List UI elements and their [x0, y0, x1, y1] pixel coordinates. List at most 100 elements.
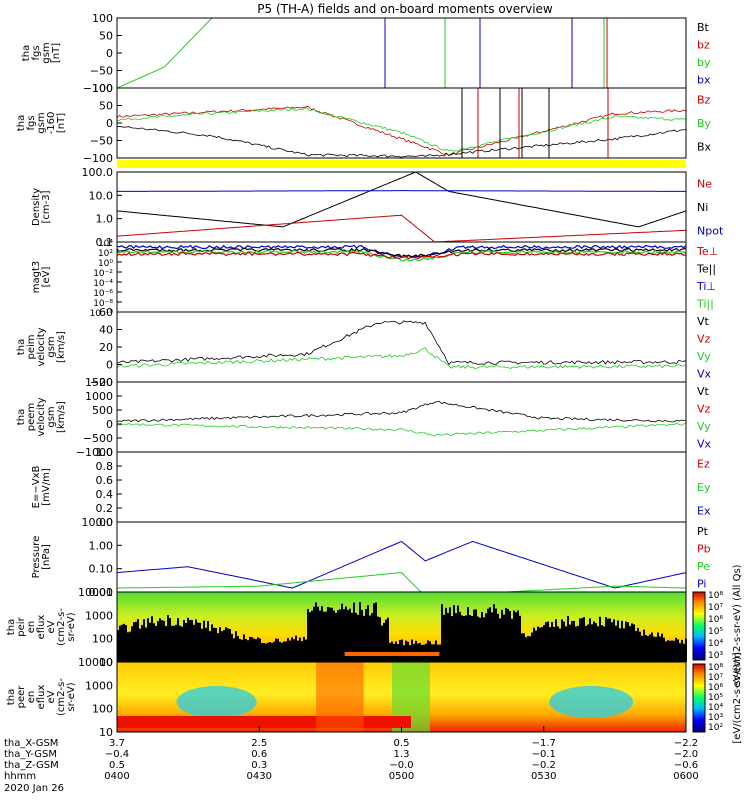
spectro-low-cell [253, 638, 255, 662]
spectro-low-cell [361, 609, 363, 662]
spectro-low-cell [497, 613, 499, 662]
spectro-low-cell [527, 636, 529, 662]
spectro-low-cell [583, 617, 585, 662]
panel-peer: 10000 1000 100 10 tha peer en eflux eV (cm2-s-sr-… [6, 656, 122, 739]
spectro-low-cell [231, 633, 233, 662]
spectro-low-cell [447, 612, 449, 662]
spectro-low-cell [157, 621, 159, 662]
panel-fgs: 100 50 0 −50 −100 tha fgs gsm [nT] Bt bz by bx [21, 12, 711, 95]
y-tick-label: 1000 [85, 609, 113, 622]
legend-entry: Vy [697, 350, 711, 363]
spectro-low-cell [675, 637, 677, 662]
spectro-low-cell [535, 630, 537, 662]
spectro-low-cell [681, 639, 683, 662]
y-axis-label-line: [nPa] [41, 544, 52, 570]
y-axis-label-line: tha [6, 619, 17, 635]
spectro-low-cell [565, 626, 567, 662]
colorbar-gradient [692, 663, 706, 733]
spectro-low-cell [117, 630, 119, 662]
spectro-low-cell [169, 618, 171, 662]
spectro-low-cell [627, 622, 629, 662]
y-tick-label: −500 [83, 432, 113, 445]
y-axis-label: tha fgs gsm [nT] [21, 42, 62, 63]
y-tick-label: 0.01 [89, 586, 114, 599]
spectro-low-cell [295, 635, 297, 662]
spectro-low-cell [607, 618, 609, 662]
spectro-low-cell [127, 632, 129, 662]
y-tick-label: 100 [92, 633, 113, 646]
spectro-low-cell [283, 641, 285, 662]
y-tick-label: −100 [83, 152, 113, 165]
y-axis-label-line: [km/s] [56, 401, 67, 433]
y-tick-label: 100 [92, 12, 113, 25]
x-row-value: 0400 [104, 771, 129, 782]
spectro-low-cell [593, 621, 595, 662]
spectro-low-cell [539, 627, 541, 662]
spectro-low-cell [629, 626, 631, 662]
spectro-low-cell [171, 625, 173, 662]
spectro-low-cell [265, 643, 267, 662]
spectro-low-cell [457, 605, 459, 662]
y-tick-label: 0 [106, 418, 113, 431]
temp-trace [116, 247, 686, 258]
series-group-veli [116, 320, 687, 370]
y-tick-label: 1.0 [96, 213, 114, 226]
spectro-low-cell [203, 620, 205, 662]
spectro-low-cell [325, 611, 327, 662]
spectro-low-cell [509, 611, 511, 662]
spectro-low-cell [151, 616, 153, 662]
spectro-low-cell [241, 639, 243, 662]
panel-pressure: 10.00 1.00 0.10 0.01 Pressure [nPa] Pt Pb Pe Pi [31, 516, 711, 599]
spectro-low-cell [291, 637, 293, 662]
spectro-low-cell [499, 618, 501, 662]
spectro-low-cell [391, 641, 393, 662]
y-tick-label: 10⁻⁴ [93, 279, 113, 289]
spectro-low-cell [613, 619, 615, 662]
spectro-low-cell [603, 626, 605, 662]
y-tick-label: −1000 [76, 446, 113, 459]
spectro-low-cell [223, 630, 225, 662]
spectro-low-cell [659, 636, 661, 662]
spectro-low-cell [129, 631, 131, 662]
x-row-value: 0.3 [251, 760, 267, 771]
spectro-low-cell [221, 631, 223, 662]
y-tick-label: 10⁴ [98, 239, 113, 249]
spectro-low-cell [317, 606, 319, 662]
y-tick-label: 10000 [78, 656, 113, 669]
spectro-low-cell [395, 641, 397, 662]
series-group-density [116, 171, 687, 243]
y-axis-label-line: sr-eV) [66, 682, 77, 711]
legend-entry: Te⊥ [696, 245, 718, 258]
spectro-low-cell [667, 640, 669, 662]
spectro-low-cell [519, 615, 521, 662]
spectro-low-cell [209, 631, 211, 662]
spectro-low-cell [131, 626, 133, 662]
y-tick-label: 10000 [78, 586, 113, 599]
spectro-low-cell [315, 602, 317, 662]
series-fgs-by [116, 17, 213, 89]
x-row-value: −0.1 [532, 749, 556, 760]
legend-entry: bx [697, 73, 711, 86]
legend-entry: Ey [697, 481, 711, 494]
panel-peir: 10000 1000 100 10 tha peir en eflux eV (cm2-s-sr-… [6, 586, 122, 669]
spectro-low-cell [523, 633, 525, 662]
spectro-low-cell [345, 606, 347, 662]
y-tick-label: 0.6 [96, 474, 114, 487]
spectro-low-cell [521, 633, 523, 662]
spectro-low-cell [375, 602, 377, 662]
spectro-low-cell [441, 604, 443, 662]
x-row-label: tha_Y-GSM [4, 749, 57, 760]
y-tick-label: 10² [98, 249, 113, 259]
series-group-fgs2 [116, 105, 687, 158]
spectro-low-cell [161, 620, 163, 662]
spectro-low-cell [645, 634, 647, 662]
spectro-low-cell [125, 625, 127, 662]
x-row-value: −0.0 [389, 760, 413, 771]
spectro-cool-blob [176, 686, 257, 718]
spectro-low-cell [353, 602, 355, 662]
spectro-cool-blob [549, 686, 634, 718]
colorbar-tick: 10⁸ [708, 591, 723, 601]
